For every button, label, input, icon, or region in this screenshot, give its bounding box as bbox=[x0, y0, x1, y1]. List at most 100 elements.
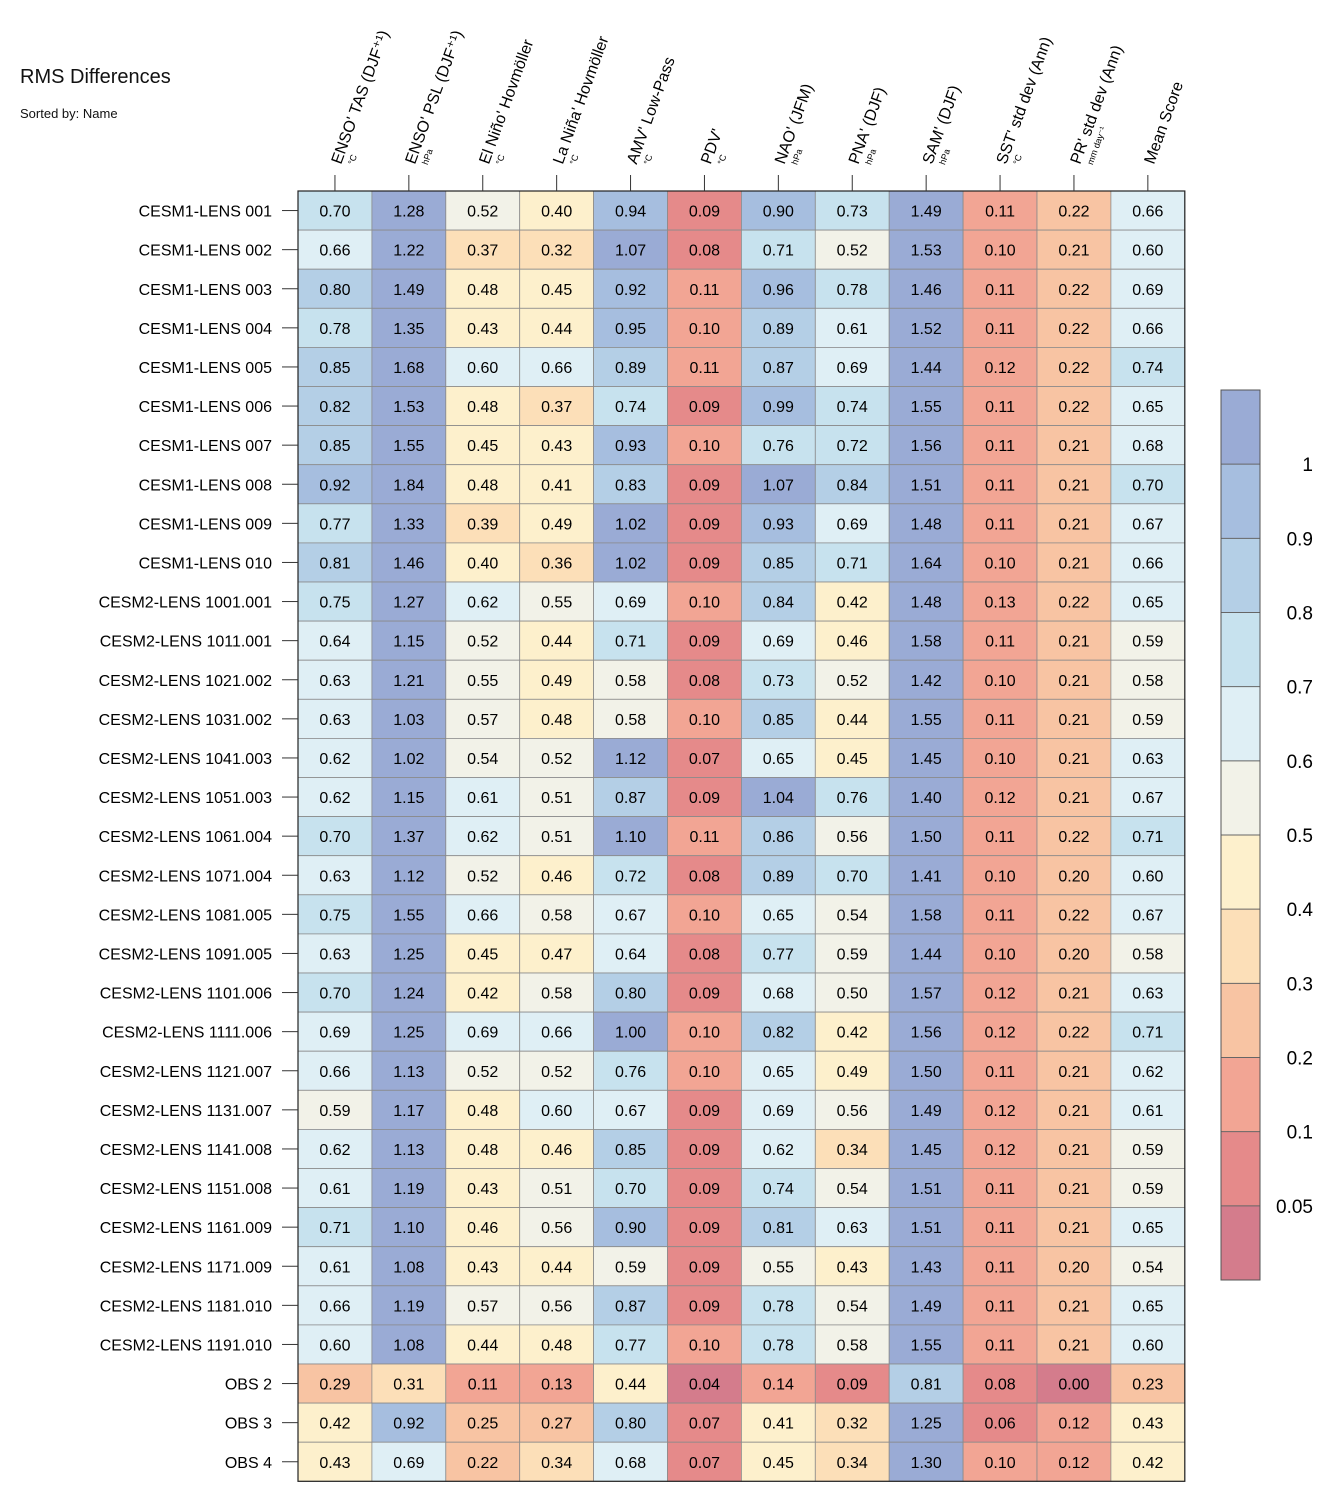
cell-value: 0.12 bbox=[984, 986, 1015, 1003]
cell-value: 0.85 bbox=[319, 438, 350, 455]
row-label: CESM1-LENS 004 bbox=[139, 321, 272, 338]
cell-value: 1.35 bbox=[393, 321, 424, 338]
cell-value: 0.11 bbox=[985, 477, 1015, 494]
cell-value: 1.84 bbox=[393, 477, 424, 494]
cell-value: 0.58 bbox=[541, 986, 572, 1003]
heatmap-cell bbox=[888, 464, 964, 505]
cell-value: 0.66 bbox=[319, 243, 350, 260]
cell-value: 0.89 bbox=[763, 868, 794, 885]
cell-value: 0.67 bbox=[1132, 790, 1163, 807]
row-label: CESM2-LENS 1001.001 bbox=[99, 595, 273, 612]
heatmap-cell bbox=[962, 1168, 1038, 1208]
cell-value: 0.48 bbox=[467, 1142, 498, 1159]
cell-value: 0.61 bbox=[319, 1181, 350, 1198]
colorbar-label: 1 bbox=[1302, 455, 1313, 476]
heatmap-cell bbox=[593, 503, 668, 544]
cell-value: 1.42 bbox=[911, 673, 942, 690]
heatmap-cell bbox=[741, 503, 816, 544]
heatmap-cell bbox=[962, 659, 1038, 700]
column-label: ENSO' PSL (DJF⁺¹) bbox=[403, 28, 467, 166]
heatmap-cell bbox=[962, 972, 1038, 1013]
cell-value: 1.48 bbox=[911, 595, 942, 612]
cell-value: 1.08 bbox=[393, 1337, 424, 1354]
cell-value: 0.49 bbox=[541, 673, 572, 690]
cell-value: 0.65 bbox=[1132, 1298, 1163, 1315]
cell-value: 0.08 bbox=[689, 243, 720, 260]
cell-value: 0.08 bbox=[689, 868, 720, 885]
heatmap-cell bbox=[1036, 1050, 1112, 1091]
heatmap-cell bbox=[297, 307, 373, 348]
cell-value: 0.71 bbox=[837, 555, 868, 572]
heatmap-cell bbox=[593, 386, 668, 426]
heatmap-cell bbox=[814, 855, 890, 896]
column-unit: °C bbox=[716, 153, 729, 166]
heatmap-cell bbox=[667, 1089, 742, 1130]
cell-value: 1.10 bbox=[615, 829, 646, 846]
heatmap-cell bbox=[741, 1285, 816, 1326]
heatmap-cell bbox=[1110, 698, 1186, 739]
cell-value: 0.62 bbox=[1132, 1064, 1163, 1081]
cell-value: 0.09 bbox=[689, 477, 720, 494]
colorbar-label: 0.9 bbox=[1287, 529, 1313, 550]
cell-value: 0.44 bbox=[615, 1377, 646, 1394]
heatmap-cell bbox=[519, 1207, 595, 1248]
cell-value: 0.44 bbox=[541, 321, 572, 338]
colorbar-label: 0.3 bbox=[1287, 974, 1313, 995]
heatmap-cell bbox=[519, 738, 595, 778]
heatmap-cell bbox=[741, 307, 816, 348]
cell-value: 0.45 bbox=[763, 1455, 794, 1472]
cell-value: 0.34 bbox=[837, 1455, 868, 1472]
cell-value: 0.10 bbox=[689, 321, 720, 338]
cell-value: 0.44 bbox=[541, 1259, 572, 1276]
cell-value: 0.21 bbox=[1058, 712, 1089, 729]
heatmap-cell bbox=[297, 1285, 373, 1326]
heatmap-cell bbox=[667, 386, 742, 426]
cell-value: 0.32 bbox=[541, 243, 572, 260]
cell-value: 0.74 bbox=[763, 1181, 794, 1198]
heatmap-cell bbox=[1036, 1363, 1112, 1404]
row-label: CESM1-LENS 007 bbox=[139, 438, 272, 455]
heatmap-cell bbox=[297, 386, 373, 426]
cell-value: 0.08 bbox=[689, 673, 720, 690]
cell-value: 0.52 bbox=[837, 243, 868, 260]
heatmap-cell bbox=[814, 229, 890, 270]
cell-value: 1.49 bbox=[393, 282, 424, 299]
heatmap-cell bbox=[371, 307, 447, 348]
heatmap-cell bbox=[593, 816, 668, 857]
cell-value: 0.67 bbox=[1132, 516, 1163, 533]
cell-value: 0.81 bbox=[911, 1377, 942, 1394]
cell-value: 0.59 bbox=[319, 1103, 350, 1120]
cell-value: 0.47 bbox=[541, 946, 572, 963]
heatmap-cell bbox=[519, 659, 595, 700]
cell-value: 1.15 bbox=[393, 634, 424, 651]
cell-value: 0.12 bbox=[984, 1103, 1015, 1120]
cell-value: 0.13 bbox=[984, 595, 1015, 612]
cell-value: 0.22 bbox=[1058, 595, 1089, 612]
cell-value: 0.11 bbox=[985, 204, 1015, 221]
heatmap-cell bbox=[1036, 464, 1112, 505]
cell-value: 1.58 bbox=[911, 907, 942, 924]
cell-value: 0.70 bbox=[319, 829, 350, 846]
cell-value: 0.11 bbox=[985, 829, 1015, 846]
cell-value: 1.25 bbox=[393, 1025, 424, 1042]
heatmap-cell bbox=[297, 894, 373, 935]
cell-value: 1.19 bbox=[393, 1298, 424, 1315]
cell-value: 0.56 bbox=[837, 829, 868, 846]
heatmap-cell bbox=[371, 503, 447, 544]
row-label: CESM2-LENS 1151.008 bbox=[100, 1181, 272, 1198]
cell-value: 0.12 bbox=[984, 790, 1015, 807]
row-label: CESM1-LENS 001 bbox=[139, 204, 272, 221]
heatmap-cell bbox=[1036, 1441, 1112, 1482]
heatmap-cell bbox=[888, 542, 964, 583]
cell-value: 0.11 bbox=[985, 1259, 1015, 1276]
colorbar-label: 0.6 bbox=[1287, 752, 1313, 773]
heatmap-cell bbox=[741, 972, 816, 1013]
cell-value: 0.75 bbox=[319, 595, 350, 612]
cell-value: 0.11 bbox=[689, 360, 719, 377]
heatmap-cell bbox=[519, 1246, 595, 1287]
heatmap-cell bbox=[741, 855, 816, 896]
heatmap-cell bbox=[297, 229, 373, 270]
heatmap-cell bbox=[371, 1129, 447, 1169]
heatmap-cell bbox=[814, 1246, 890, 1287]
cell-value: 0.00 bbox=[1058, 1377, 1089, 1394]
